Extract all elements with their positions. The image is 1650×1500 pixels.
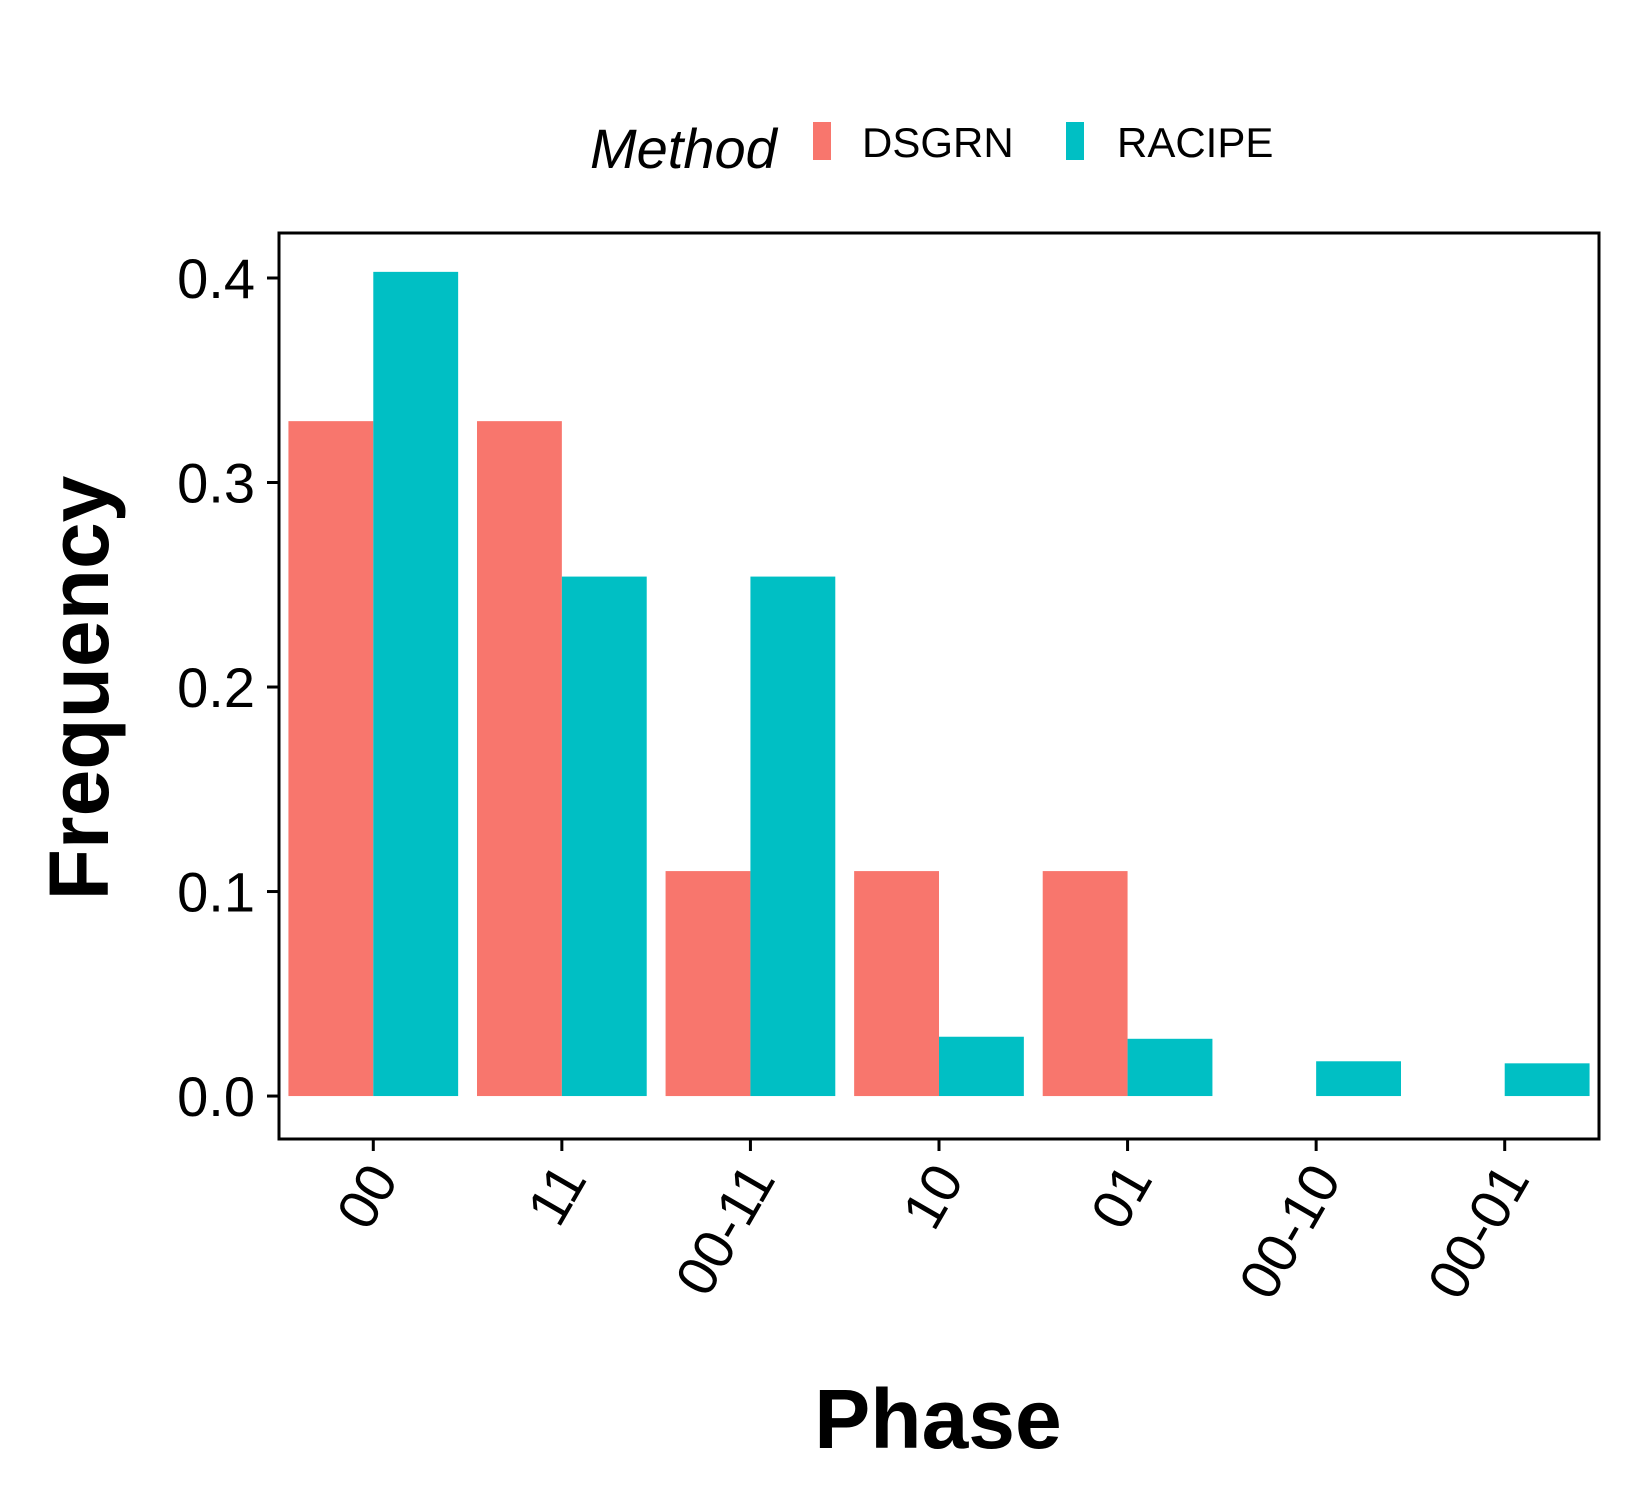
x-tick-label: 10	[890, 1154, 976, 1239]
bars	[288, 271, 1590, 1097]
y-tick-label: 0.1	[177, 861, 255, 924]
x-axis-title: Phase	[814, 1372, 1062, 1466]
y-tick-label: 0.3	[177, 452, 255, 515]
x-tick-label: 01	[1078, 1154, 1164, 1239]
x-tick-label: 11	[515, 1154, 599, 1236]
bar-racipe-10	[939, 1036, 1024, 1097]
bar-racipe-01	[1127, 1038, 1213, 1097]
y-axis-title: Frequency	[32, 475, 126, 900]
bar-dsgrn-00-11	[665, 871, 751, 1097]
y-axis: 0.0 0.1 0.2 0.3 0.4	[177, 247, 279, 1128]
y-tick-label: 0.4	[177, 247, 255, 310]
bar-racipe-00-01	[1504, 1063, 1590, 1097]
bar-racipe-00-11	[750, 576, 836, 1097]
x-tick-label: 00	[324, 1154, 410, 1239]
y-tick-label: 0.2	[177, 656, 255, 719]
legend-key-dsgrn	[813, 122, 831, 160]
legend-title: Method	[590, 117, 779, 180]
y-tick-label: 0.0	[177, 1065, 255, 1128]
legend-key-racipe	[1066, 122, 1084, 160]
x-axis: 00 11 00-11 10 01 00-10 00-01	[324, 1139, 1541, 1309]
bar-dsgrn-11	[477, 421, 562, 1097]
bar-dsgrn-00	[288, 421, 374, 1097]
legend-label-dsgrn: DSGRN	[862, 119, 1014, 166]
bar-racipe-00	[373, 271, 459, 1097]
bar-dsgrn-10	[854, 871, 939, 1097]
legend-label-racipe: RACIPE	[1117, 119, 1273, 166]
bar-dsgrn-01	[1042, 871, 1128, 1097]
legend: Method DSGRN RACIPE	[590, 117, 1273, 180]
x-tick-label: 00-01	[1415, 1154, 1541, 1310]
bar-racipe-00-10	[1316, 1061, 1401, 1097]
x-tick-label: 00-11	[663, 1154, 787, 1306]
bar-racipe-11	[561, 576, 647, 1097]
x-tick-label: 00-10	[1226, 1154, 1352, 1310]
